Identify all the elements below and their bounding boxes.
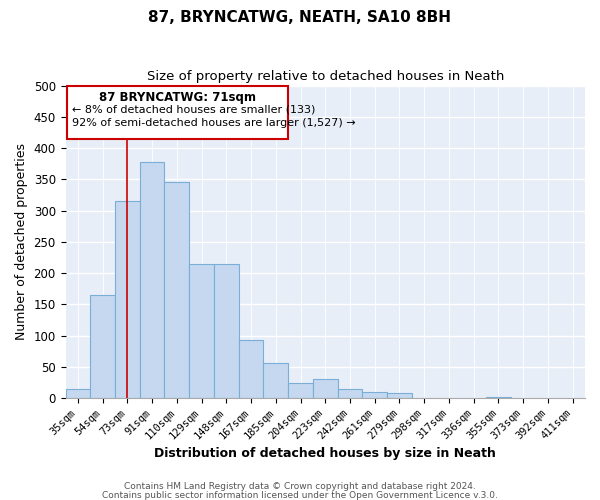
Text: 87 BRYNCATWG: 71sqm: 87 BRYNCATWG: 71sqm <box>99 90 256 104</box>
Bar <box>164 182 189 398</box>
Title: Size of property relative to detached houses in Neath: Size of property relative to detached ho… <box>146 70 504 83</box>
Bar <box>239 340 263 398</box>
Bar <box>214 264 239 398</box>
Bar <box>140 162 164 398</box>
Bar <box>115 201 140 398</box>
Text: Contains public sector information licensed under the Open Government Licence v.: Contains public sector information licen… <box>102 490 498 500</box>
Bar <box>288 382 313 398</box>
Text: ← 8% of detached houses are smaller (133): ← 8% of detached houses are smaller (133… <box>72 104 315 115</box>
Text: Contains HM Land Registry data © Crown copyright and database right 2024.: Contains HM Land Registry data © Crown c… <box>124 482 476 491</box>
Text: 87, BRYNCATWG, NEATH, SA10 8BH: 87, BRYNCATWG, NEATH, SA10 8BH <box>149 10 452 25</box>
Bar <box>263 363 288 398</box>
X-axis label: Distribution of detached houses by size in Neath: Distribution of detached houses by size … <box>154 447 496 460</box>
Bar <box>362 392 387 398</box>
FancyBboxPatch shape <box>67 86 288 138</box>
Bar <box>90 295 115 398</box>
Text: 92% of semi-detached houses are larger (1,527) →: 92% of semi-detached houses are larger (… <box>72 118 355 128</box>
Bar <box>189 264 214 398</box>
Y-axis label: Number of detached properties: Number of detached properties <box>15 144 28 340</box>
Bar <box>387 393 412 398</box>
Bar <box>486 397 511 398</box>
Bar <box>65 389 90 398</box>
Bar <box>313 380 338 398</box>
Bar <box>338 389 362 398</box>
